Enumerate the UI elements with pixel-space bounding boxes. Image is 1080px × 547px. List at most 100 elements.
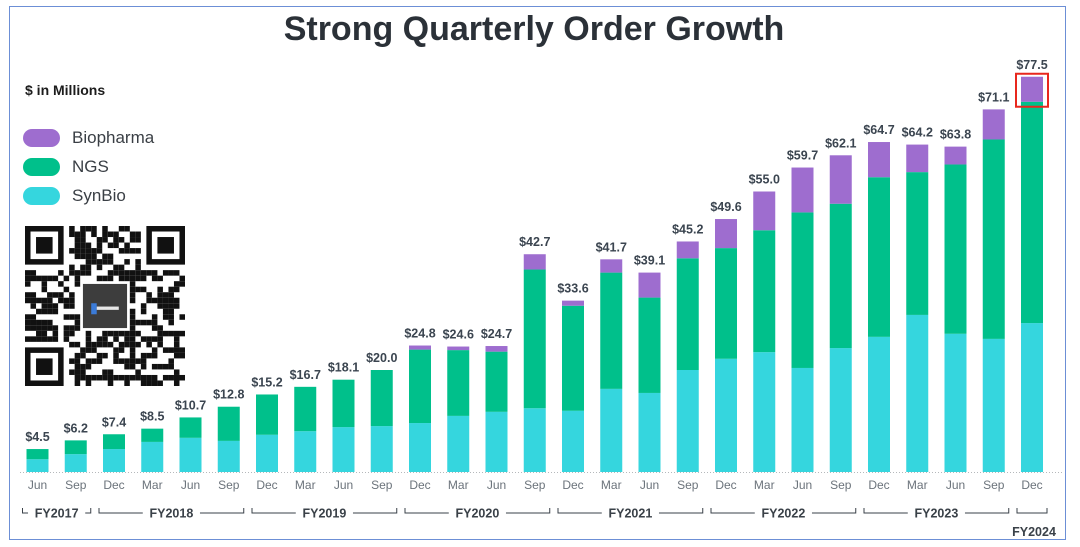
qr-module [168,363,174,370]
qr-module [85,270,92,276]
qr-module [41,336,48,342]
bar-segment-ngs [103,434,125,450]
qr-module [140,374,147,381]
qr-module [168,358,174,364]
bar-segment-biopharma [944,146,967,165]
qr-module [36,336,42,342]
bar-segment-synbio [485,411,508,472]
qr-module [113,242,119,249]
bar-segment-ngs [64,440,87,455]
qr-module [47,292,53,298]
qr-module [179,314,185,320]
qr-module [157,336,163,342]
qr-module [140,358,147,364]
bar-segment-biopharma [868,142,890,178]
qr-module [168,314,174,320]
bar-segment-ngs [256,394,278,435]
qr-module [74,319,81,326]
qr-module [107,259,114,265]
qr-module [113,374,119,381]
qr-module [63,303,70,309]
qr-module [124,248,130,254]
qr-module [74,248,81,254]
qr-module [168,308,174,315]
qr-module [129,308,136,315]
fiscal-year-label: FY2023 [914,507,958,521]
qr-module [25,275,31,282]
x-tick-label: Sep [677,478,699,492]
qr-module [96,336,103,342]
qr-module [69,248,75,254]
qr-module [140,363,147,370]
fiscal-year-label: FY2018 [149,507,193,521]
bar-segment-biopharma [447,346,470,351]
qr-module [91,253,97,260]
qr-module [124,336,130,342]
bar-segment-biopharma [676,241,699,259]
qr-module [157,292,163,298]
qr-module [52,275,59,282]
qr-module [47,319,53,326]
qr-module [102,231,108,238]
qr-module [140,352,147,359]
qr-module [135,286,141,293]
bar-segment-ngs [562,305,584,411]
bar-segment-biopharma [523,254,546,270]
qr-module [91,347,97,353]
legend-item-ngs: NGS [23,152,154,181]
qr-module [168,297,174,304]
bar-segment-ngs [1021,101,1043,324]
qr-module [41,297,48,304]
qr-module [129,363,136,370]
qr-module [85,226,92,232]
qr-module [107,380,114,386]
qr-module [118,347,125,353]
x-tick-label: Sep [218,478,240,492]
qr-module [129,325,136,331]
qr-module [30,336,37,342]
qr-module [179,330,185,337]
qr-module [69,270,75,276]
qr-module [151,374,158,381]
qr-module [41,286,48,293]
qr-module [74,358,81,364]
legend-label: Biopharma [72,127,155,147]
qr-module [118,248,125,254]
qr-module [25,292,31,298]
qr-module [135,237,141,243]
x-tick-label: Sep [524,478,546,492]
data-label: $8.5 [140,410,164,424]
bar-segment-synbio [791,367,814,472]
qr-module [173,270,180,276]
x-tick-label: Dec [409,478,430,492]
qr-module [85,374,92,381]
qr-module [107,330,114,337]
bar-segment-ngs [447,350,470,416]
qr-module [102,374,108,381]
qr-module [74,325,81,331]
qr-module [135,330,141,337]
qr-center-logo [82,283,128,329]
qr-module [85,336,92,342]
qr-module [113,347,119,353]
qr-module [58,270,64,276]
qr-module [173,369,180,375]
qr-module [96,358,103,364]
bar-segment-synbio [562,410,584,472]
qr-module [69,369,75,375]
qr-module [58,297,64,304]
fiscal-year-label: FY2024 [1012,525,1056,539]
qr-module [146,336,152,342]
qr-module [129,292,136,298]
qr-module [107,341,114,348]
fiscal-year-bracket-left [22,508,29,514]
qr-module [85,242,92,249]
qr-module [69,264,75,271]
data-label: $6.2 [64,421,88,435]
highlight-box [1015,72,1049,108]
data-label: $12.8 [213,388,244,402]
qr-module [124,275,130,282]
bar-segment-biopharma [829,155,852,204]
qr-module [124,242,130,249]
